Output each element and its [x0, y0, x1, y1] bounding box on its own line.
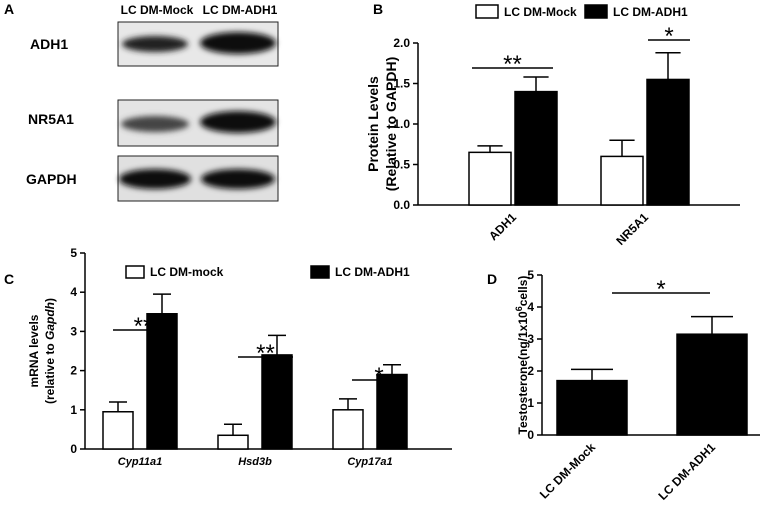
- significance-label: **: [256, 340, 275, 367]
- y-tick-label: 3: [527, 332, 534, 346]
- lane-label: LC DM-ADH1: [203, 3, 278, 17]
- y-tick-label: 5: [527, 268, 534, 282]
- y-tick-label: 1.5: [393, 77, 410, 91]
- row-label: NR5A1: [28, 111, 74, 127]
- error-bar: [523, 76, 549, 92]
- y-axis-label: Protein Levels: [365, 76, 381, 172]
- bar: [217, 434, 249, 450]
- y-axis-label: Testosterone(ng/1x106cells): [514, 276, 530, 435]
- row-label: ADH1: [30, 36, 68, 52]
- x-tick-label: Cyp11a1: [118, 456, 162, 468]
- legend-swatch: [475, 4, 499, 19]
- band: [200, 111, 276, 133]
- y-tick-label: 1: [527, 396, 534, 410]
- panel-label: D: [487, 271, 497, 287]
- error-bar: [339, 398, 357, 410]
- y-axis-label-part: cells): [516, 276, 530, 307]
- bar: [332, 409, 364, 450]
- y-tick-label: 0.5: [393, 158, 410, 172]
- y-tick-label: 2.0: [393, 36, 410, 50]
- error-bar: [153, 293, 171, 314]
- band: [201, 169, 275, 189]
- legend-label: LC DM-Mock: [504, 5, 577, 19]
- y-axis-label: (relative to Gapdh): [43, 298, 57, 404]
- y-axis-label-part: (relative to: [43, 340, 57, 404]
- significance-label: **: [503, 51, 522, 78]
- bar: [468, 151, 512, 206]
- x-tick-label: LC DM-ADH1: [655, 440, 718, 503]
- x-tick-label: NR5A1: [613, 210, 651, 248]
- band: [122, 36, 188, 52]
- error-bar: [268, 334, 286, 355]
- y-tick-label: 5: [70, 246, 77, 260]
- legend-swatch: [125, 265, 145, 279]
- y-tick-label: 4: [70, 285, 77, 299]
- y-tick-label: 1: [70, 403, 77, 417]
- error-bar: [691, 315, 733, 335]
- error-bar: [571, 368, 613, 381]
- y-axis-label-part: Gapdh: [43, 302, 57, 340]
- bar: [600, 155, 644, 206]
- band: [121, 116, 189, 132]
- bar: [556, 379, 628, 436]
- legend-swatch: [584, 4, 608, 19]
- y-tick-label: 1.0: [393, 117, 410, 131]
- x-tick-label: Cyp17a1: [347, 456, 392, 468]
- y-tick-label: 2: [527, 364, 534, 378]
- western-blot: A LC DM-Mock LC DM-ADH1 ADH1 NR5A1 GAPDH: [4, 1, 279, 202]
- bar: [146, 313, 178, 450]
- row-label: GAPDH: [26, 171, 77, 187]
- y-tick-label: 2: [70, 364, 77, 378]
- y-axis-label-part: ): [43, 298, 57, 302]
- error-bar: [609, 139, 635, 157]
- y-tick-label: 0: [527, 428, 534, 442]
- legend-label: LC DM-mock: [150, 265, 224, 279]
- y-tick-label: 0: [70, 442, 77, 456]
- bar: [676, 333, 748, 436]
- panel-label: B: [373, 1, 383, 17]
- x-tick-label: Hsd3b: [238, 456, 272, 468]
- y-axis-label: (Relative to GAPDH): [383, 57, 399, 192]
- lane-label: LC DM-Mock: [121, 3, 194, 17]
- y-axis-label-part: 6: [514, 306, 524, 311]
- x-tick-label: ADH1: [486, 210, 519, 243]
- error-bar: [224, 423, 242, 436]
- legend-label: LC DM-ADH1: [613, 5, 688, 19]
- significance-label: *: [664, 23, 673, 50]
- band: [200, 32, 276, 54]
- y-axis-label-part: Testosterone(ng/1x10: [516, 311, 530, 434]
- band: [119, 169, 191, 189]
- panel-label: C: [4, 271, 14, 287]
- bar: [102, 411, 134, 450]
- y-tick-label: 0.0: [393, 198, 410, 212]
- y-tick-label: 3: [70, 324, 77, 338]
- significance-label: *: [656, 276, 665, 303]
- legend-swatch: [310, 265, 330, 279]
- panel-label: A: [4, 1, 14, 17]
- error-bar: [109, 401, 127, 412]
- significance-label: *: [374, 363, 383, 390]
- error-bar: [655, 51, 681, 80]
- legend-label: LC DM-ADH1: [335, 265, 410, 279]
- bar: [646, 78, 690, 206]
- bar: [514, 90, 558, 206]
- error-bar: [383, 363, 401, 375]
- y-axis-label: mRNA levels: [27, 314, 41, 387]
- bar: [261, 354, 293, 450]
- significance-label: **: [134, 313, 153, 340]
- error-bar: [477, 145, 503, 153]
- x-tick-label: LC DM-Mock: [537, 440, 599, 502]
- y-tick-label: 4: [527, 300, 534, 314]
